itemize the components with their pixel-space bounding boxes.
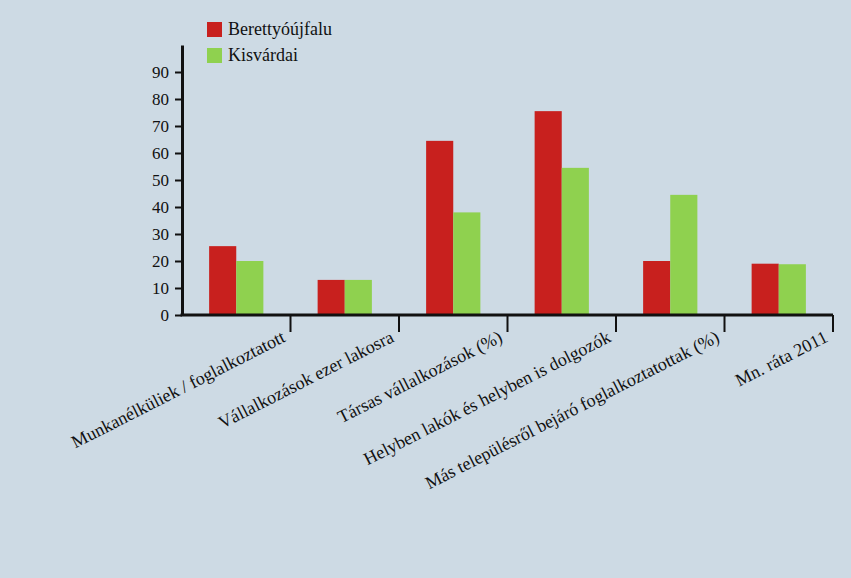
x-tick-label: Más településről bejáró foglalkoztatotta… bbox=[422, 327, 723, 494]
bar bbox=[318, 280, 345, 315]
y-tick-mark bbox=[175, 72, 182, 74]
y-tick-mark bbox=[175, 99, 182, 101]
y-tick-label: 40 bbox=[152, 198, 169, 217]
y-tick: 60 bbox=[152, 144, 182, 163]
chart: 0 10 20 30 40 50 60 70 80 90 Munkanélküliek / fogl… bbox=[0, 0, 851, 578]
x-tick-label: Munkanélküliek / foglalkoztatott bbox=[68, 327, 288, 452]
x-tick: Más településről bejáró foglalkoztatotta… bbox=[422, 315, 723, 494]
bar bbox=[670, 195, 697, 315]
x-divider bbox=[398, 315, 400, 332]
y-tick: 70 bbox=[152, 117, 182, 136]
y-tick-label: 60 bbox=[152, 144, 169, 163]
legend: Berettyóújfalu Kisvárdai bbox=[207, 19, 332, 65]
x-divider bbox=[832, 315, 834, 332]
x-tick: Munkanélküliek / foglalkoztatott bbox=[68, 315, 288, 452]
y-tick-mark bbox=[175, 126, 182, 128]
y-tick: 80 bbox=[152, 90, 182, 109]
legend-item: Kisvárdai bbox=[207, 45, 298, 65]
legend-swatch bbox=[207, 22, 222, 37]
legend-label: Kisvárdai bbox=[228, 45, 298, 65]
y-tick: 90 bbox=[152, 63, 182, 82]
y-tick-mark bbox=[175, 261, 182, 263]
bar bbox=[345, 280, 372, 315]
y-tick-label: 50 bbox=[152, 171, 169, 190]
x-tick: Vállalkozások ezer lakosra bbox=[215, 315, 397, 433]
x-divider bbox=[615, 315, 617, 332]
x-divider bbox=[507, 315, 509, 332]
y-tick-label: 0 bbox=[161, 306, 170, 325]
y-tick-mark bbox=[175, 207, 182, 209]
bar bbox=[453, 212, 480, 315]
y-tick-mark bbox=[175, 288, 182, 290]
y-tick-mark bbox=[175, 153, 182, 155]
y-tick-label: 30 bbox=[152, 225, 169, 244]
y-tick-label: 90 bbox=[152, 63, 169, 82]
bar bbox=[643, 261, 670, 315]
y-tick-label: 10 bbox=[152, 279, 169, 298]
y-tick-mark bbox=[175, 180, 182, 182]
bar bbox=[236, 261, 263, 315]
bar bbox=[209, 246, 236, 315]
y-tick: 30 bbox=[152, 225, 182, 244]
x-tick-label: Mn. ráta 2011 bbox=[732, 327, 831, 391]
y-tick: 10 bbox=[152, 279, 182, 298]
y-tick: 0 bbox=[161, 306, 183, 325]
y-tick-mark bbox=[175, 234, 182, 236]
y-tick-label: 70 bbox=[152, 117, 169, 136]
x-tick: Mn. ráta 2011 bbox=[732, 315, 831, 390]
y-tick: 20 bbox=[152, 252, 182, 271]
bars bbox=[209, 111, 806, 315]
bar bbox=[535, 111, 562, 315]
bar bbox=[562, 168, 589, 315]
x-divider bbox=[290, 315, 292, 332]
legend-item: Berettyóújfalu bbox=[207, 19, 332, 39]
legend-swatch bbox=[207, 48, 222, 63]
y-tick-label: 20 bbox=[152, 252, 169, 271]
legend-label: Berettyóújfalu bbox=[228, 19, 332, 39]
x-divider bbox=[724, 315, 726, 332]
x-tick-label: Vállalkozások ezer lakosra bbox=[215, 327, 397, 433]
bar bbox=[752, 264, 779, 315]
x-axis: Munkanélküliek / foglalkoztatottVállalko… bbox=[68, 315, 833, 494]
bar bbox=[779, 264, 806, 315]
y-axis: 0 10 20 30 40 50 60 70 80 90 bbox=[152, 46, 183, 325]
bar bbox=[426, 141, 453, 315]
y-tick: 40 bbox=[152, 198, 182, 217]
y-tick: 50 bbox=[152, 171, 182, 190]
y-tick-label: 80 bbox=[152, 90, 169, 109]
x-tick-label: Társas vállalkozások (%) bbox=[334, 327, 506, 428]
